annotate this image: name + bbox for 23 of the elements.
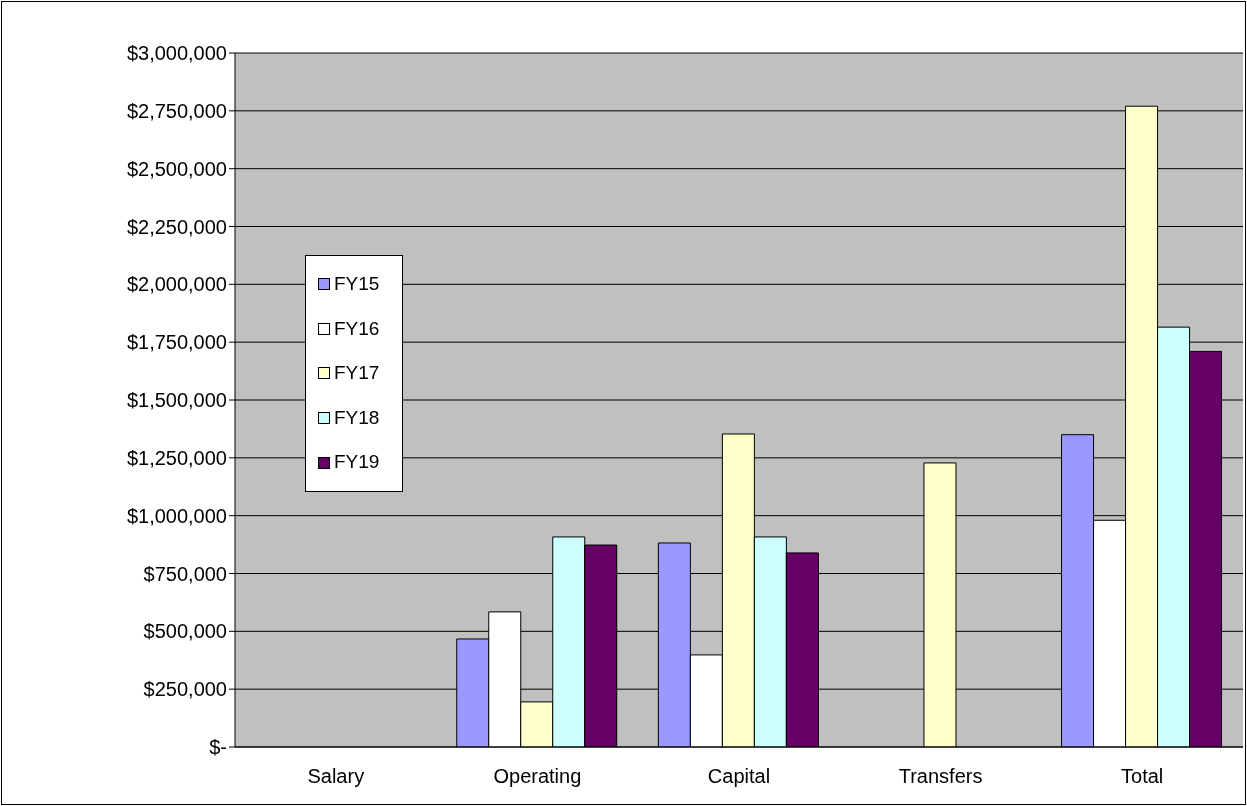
legend-label: FY16 <box>334 316 380 341</box>
y-tick-label: $250,000 <box>143 678 227 701</box>
legend-label: FY18 <box>334 405 380 430</box>
y-tick-label: $2,250,000 <box>126 215 227 238</box>
x-tick-label: Transfers <box>898 765 983 788</box>
x-tick-label: Capital <box>707 765 771 788</box>
y-tick-label: $2,500,000 <box>126 157 227 180</box>
y-tick-label: $1,750,000 <box>126 331 227 354</box>
legend-label: FY19 <box>334 450 380 475</box>
x-tick-label: Total <box>1121 765 1164 788</box>
y-tick-label: $2,750,000 <box>126 99 227 122</box>
legend-label: FY17 <box>334 361 380 386</box>
x-tick-label: Operating <box>493 765 582 788</box>
y-tick-label: $500,000 <box>143 620 227 643</box>
legend-label: FY15 <box>334 272 380 296</box>
y-tick-label: $3,000,000 <box>126 42 227 65</box>
y-tick-label: $1,500,000 <box>126 389 227 412</box>
x-tick-label: Salary <box>307 765 365 788</box>
y-tick-label: $- <box>209 736 227 759</box>
y-tick-label: $1,000,000 <box>126 504 227 527</box>
y-tick-label: $750,000 <box>143 562 227 585</box>
y-tick-label: $1,250,000 <box>126 446 227 469</box>
y-tick-label: $2,000,000 <box>126 273 227 296</box>
